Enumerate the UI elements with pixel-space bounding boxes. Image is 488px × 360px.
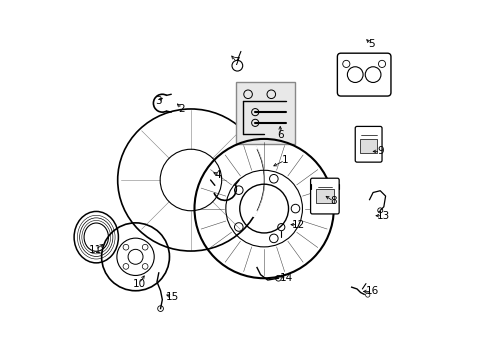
Text: 13: 13 xyxy=(376,211,389,221)
FancyBboxPatch shape xyxy=(354,126,381,162)
Text: 15: 15 xyxy=(165,292,179,302)
Text: 16: 16 xyxy=(365,287,378,296)
Text: 3: 3 xyxy=(154,96,161,107)
FancyBboxPatch shape xyxy=(359,139,377,153)
Text: 2: 2 xyxy=(178,104,185,113)
Text: 5: 5 xyxy=(367,39,374,49)
Text: 10: 10 xyxy=(132,279,145,289)
Text: 7: 7 xyxy=(233,57,240,67)
Text: 8: 8 xyxy=(330,197,336,206)
FancyBboxPatch shape xyxy=(235,82,294,144)
Circle shape xyxy=(128,249,142,264)
Text: 12: 12 xyxy=(291,220,304,230)
Text: 1: 1 xyxy=(281,156,287,165)
Text: 9: 9 xyxy=(376,147,383,157)
Text: 4: 4 xyxy=(214,170,221,180)
Text: 6: 6 xyxy=(276,130,283,140)
Wedge shape xyxy=(222,143,264,217)
FancyBboxPatch shape xyxy=(310,178,339,214)
Text: 11: 11 xyxy=(88,245,102,255)
FancyBboxPatch shape xyxy=(337,53,390,96)
FancyBboxPatch shape xyxy=(315,189,333,203)
Text: 14: 14 xyxy=(280,273,293,283)
